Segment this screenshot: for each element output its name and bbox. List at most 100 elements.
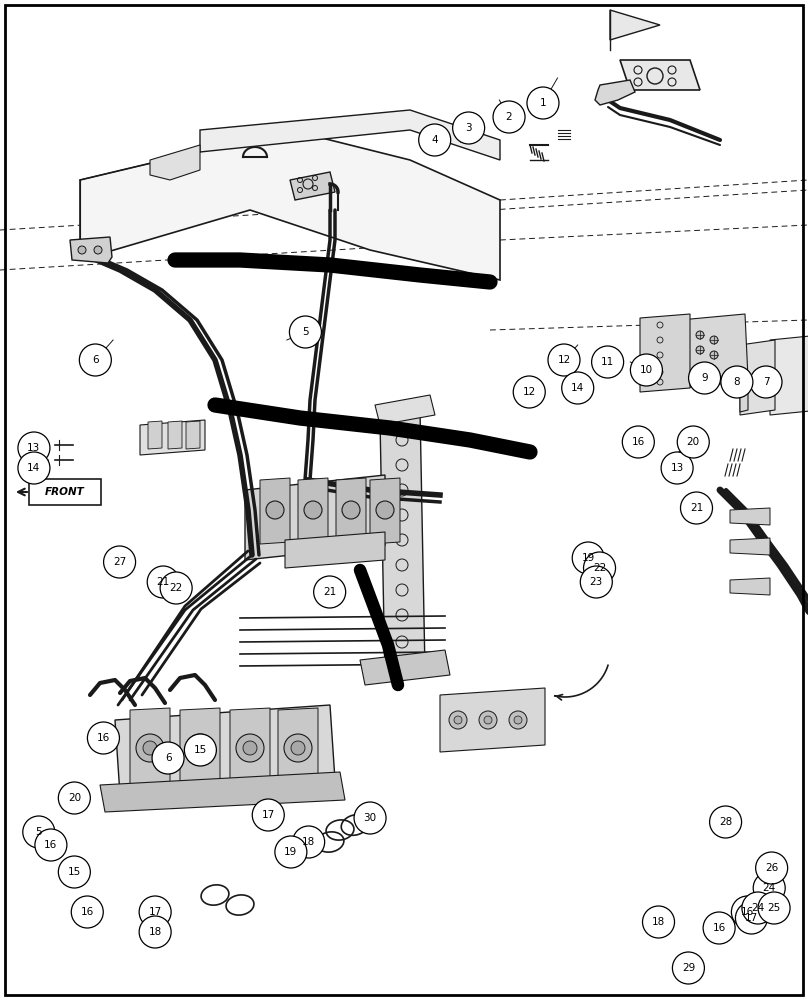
Text: 14: 14 bbox=[27, 463, 40, 473]
Circle shape bbox=[750, 366, 782, 398]
Circle shape bbox=[583, 552, 616, 584]
Circle shape bbox=[139, 896, 171, 928]
Circle shape bbox=[275, 836, 307, 868]
Text: 16: 16 bbox=[97, 733, 110, 743]
Circle shape bbox=[735, 902, 768, 934]
Polygon shape bbox=[290, 172, 335, 200]
Text: 1: 1 bbox=[540, 98, 546, 108]
Circle shape bbox=[103, 546, 136, 578]
Text: 8: 8 bbox=[734, 377, 740, 387]
Text: 2: 2 bbox=[506, 112, 512, 122]
Polygon shape bbox=[730, 508, 770, 525]
Polygon shape bbox=[200, 110, 500, 160]
Circle shape bbox=[562, 372, 594, 404]
Polygon shape bbox=[595, 80, 635, 105]
Text: 15: 15 bbox=[68, 867, 81, 877]
Circle shape bbox=[758, 892, 790, 924]
Circle shape bbox=[289, 316, 322, 348]
Text: 16: 16 bbox=[741, 907, 754, 917]
Text: 18: 18 bbox=[652, 917, 665, 927]
FancyBboxPatch shape bbox=[29, 479, 101, 505]
Polygon shape bbox=[298, 478, 328, 544]
Circle shape bbox=[696, 346, 704, 354]
Circle shape bbox=[742, 892, 774, 924]
Text: 15: 15 bbox=[194, 745, 207, 755]
Circle shape bbox=[493, 101, 525, 133]
Text: 12: 12 bbox=[523, 387, 536, 397]
Polygon shape bbox=[360, 650, 450, 685]
Polygon shape bbox=[260, 478, 290, 544]
Text: 7: 7 bbox=[763, 377, 769, 387]
Polygon shape bbox=[278, 708, 318, 790]
Circle shape bbox=[572, 542, 604, 574]
Circle shape bbox=[184, 734, 217, 766]
Text: 3: 3 bbox=[465, 123, 472, 133]
Circle shape bbox=[58, 856, 90, 888]
Text: 27: 27 bbox=[113, 557, 126, 567]
Circle shape bbox=[304, 501, 322, 519]
Polygon shape bbox=[370, 478, 400, 544]
Circle shape bbox=[314, 576, 346, 608]
Circle shape bbox=[591, 346, 624, 378]
Polygon shape bbox=[245, 475, 385, 560]
Text: 17: 17 bbox=[149, 907, 162, 917]
Circle shape bbox=[419, 124, 451, 156]
Circle shape bbox=[509, 711, 527, 729]
Polygon shape bbox=[740, 340, 775, 415]
Circle shape bbox=[292, 826, 325, 858]
Text: 16: 16 bbox=[81, 907, 94, 917]
Text: 21: 21 bbox=[157, 577, 170, 587]
Circle shape bbox=[147, 566, 179, 598]
Circle shape bbox=[755, 852, 788, 884]
Circle shape bbox=[18, 452, 50, 484]
Circle shape bbox=[18, 432, 50, 464]
Text: 26: 26 bbox=[765, 863, 778, 873]
Circle shape bbox=[193, 741, 207, 755]
Polygon shape bbox=[375, 395, 435, 425]
Circle shape bbox=[688, 362, 721, 394]
Circle shape bbox=[342, 501, 360, 519]
Text: 22: 22 bbox=[593, 563, 606, 573]
Circle shape bbox=[452, 112, 485, 144]
Polygon shape bbox=[186, 421, 200, 449]
Polygon shape bbox=[230, 708, 270, 790]
Circle shape bbox=[139, 916, 171, 948]
Polygon shape bbox=[180, 708, 220, 790]
Text: 24: 24 bbox=[751, 903, 764, 913]
Text: 21: 21 bbox=[323, 587, 336, 597]
Text: FRONT: FRONT bbox=[45, 487, 85, 497]
Text: 5: 5 bbox=[302, 327, 309, 337]
Circle shape bbox=[484, 716, 492, 724]
Circle shape bbox=[514, 716, 522, 724]
Text: 17: 17 bbox=[262, 810, 275, 820]
Circle shape bbox=[376, 501, 394, 519]
Circle shape bbox=[186, 734, 214, 762]
Text: 16: 16 bbox=[44, 840, 57, 850]
Circle shape bbox=[243, 741, 257, 755]
Circle shape bbox=[513, 376, 545, 408]
Circle shape bbox=[703, 912, 735, 944]
Circle shape bbox=[87, 722, 120, 754]
Text: 5: 5 bbox=[36, 827, 42, 837]
Polygon shape bbox=[168, 421, 182, 449]
Circle shape bbox=[710, 351, 718, 359]
Text: 28: 28 bbox=[719, 817, 732, 827]
Circle shape bbox=[152, 742, 184, 774]
Circle shape bbox=[136, 734, 164, 762]
Circle shape bbox=[527, 87, 559, 119]
Text: 21: 21 bbox=[690, 503, 703, 513]
Text: 12: 12 bbox=[558, 355, 570, 365]
Circle shape bbox=[622, 426, 654, 458]
Text: 10: 10 bbox=[640, 365, 653, 375]
Circle shape bbox=[548, 344, 580, 376]
Circle shape bbox=[479, 711, 497, 729]
Circle shape bbox=[753, 872, 785, 904]
Text: 14: 14 bbox=[571, 383, 584, 393]
Text: 30: 30 bbox=[364, 813, 377, 823]
Circle shape bbox=[71, 896, 103, 928]
Circle shape bbox=[284, 734, 312, 762]
Polygon shape bbox=[140, 420, 205, 455]
Text: 16: 16 bbox=[713, 923, 726, 933]
Text: 29: 29 bbox=[682, 963, 695, 973]
Circle shape bbox=[79, 344, 112, 376]
